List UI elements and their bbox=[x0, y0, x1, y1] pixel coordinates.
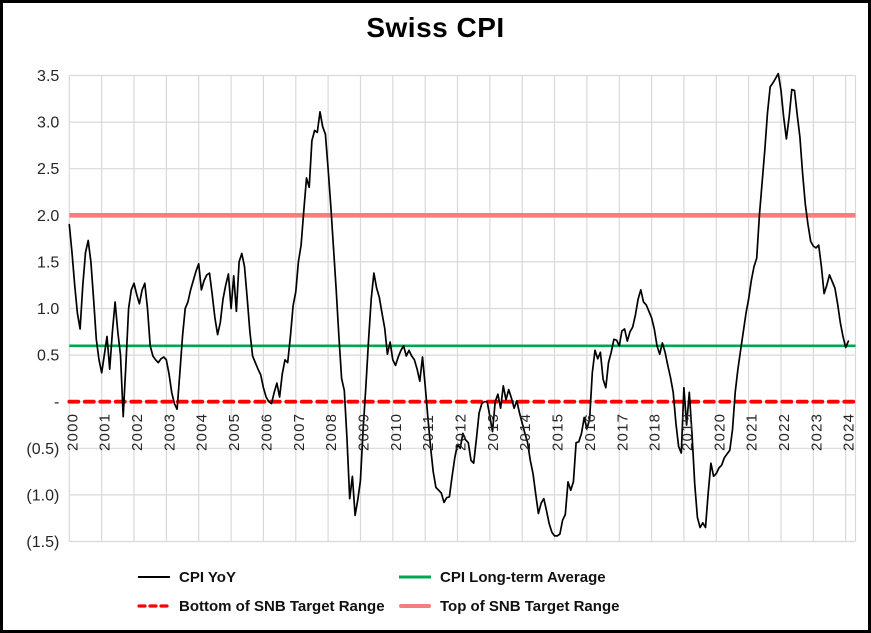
svg-text:2016: 2016 bbox=[582, 413, 599, 451]
legend-item-top-target: Top of SNB Target Range bbox=[398, 595, 619, 617]
svg-text:0.5: 0.5 bbox=[37, 348, 59, 365]
svg-text:2002: 2002 bbox=[129, 413, 146, 451]
legend-label-bottom-target: Bottom of SNB Target Range bbox=[179, 597, 385, 615]
svg-text:2006: 2006 bbox=[258, 413, 275, 451]
svg-text:3.0: 3.0 bbox=[37, 115, 59, 132]
svg-text:2.5: 2.5 bbox=[37, 161, 59, 178]
svg-text:2020: 2020 bbox=[711, 413, 728, 451]
top-target-line-swatch-icon bbox=[399, 604, 431, 608]
svg-text:2001: 2001 bbox=[97, 413, 114, 451]
legend-item-long-term-average: CPI Long-term Average bbox=[398, 566, 606, 588]
svg-text:2024: 2024 bbox=[841, 413, 858, 451]
svg-text:3.5: 3.5 bbox=[37, 68, 59, 85]
svg-text:2005: 2005 bbox=[226, 413, 243, 451]
legend-item-cpi-yoy: CPI YoY bbox=[137, 566, 236, 588]
svg-text:2014: 2014 bbox=[517, 413, 534, 451]
svg-text:2022: 2022 bbox=[776, 413, 793, 451]
svg-text:2000: 2000 bbox=[64, 413, 81, 451]
svg-text:2021: 2021 bbox=[744, 413, 761, 451]
long-term-average-line-swatch-icon bbox=[399, 575, 431, 579]
svg-text:(1.0): (1.0) bbox=[26, 487, 59, 504]
svg-text:2.0: 2.0 bbox=[37, 208, 59, 225]
svg-text:2009: 2009 bbox=[356, 413, 373, 451]
legend-label-top-target: Top of SNB Target Range bbox=[440, 597, 620, 615]
svg-text:2015: 2015 bbox=[550, 413, 567, 451]
legend-item-bottom-target: Bottom of SNB Target Range bbox=[137, 595, 385, 617]
svg-text:2011: 2011 bbox=[420, 414, 437, 451]
svg-text:1.0: 1.0 bbox=[37, 301, 59, 318]
svg-text:(1.5): (1.5) bbox=[26, 534, 59, 551]
svg-text:2012: 2012 bbox=[453, 413, 470, 451]
svg-text:-: - bbox=[54, 394, 59, 411]
svg-text:2023: 2023 bbox=[808, 413, 825, 451]
svg-text:2018: 2018 bbox=[647, 413, 664, 451]
svg-text:2007: 2007 bbox=[291, 413, 308, 451]
svg-text:1.5: 1.5 bbox=[37, 254, 59, 271]
svg-text:2010: 2010 bbox=[388, 413, 405, 451]
svg-text:2013: 2013 bbox=[485, 413, 502, 451]
svg-text:2003: 2003 bbox=[161, 413, 178, 451]
svg-text:(0.5): (0.5) bbox=[26, 441, 59, 458]
chart-title: Swiss CPI bbox=[366, 12, 505, 43]
svg-text:2019: 2019 bbox=[679, 413, 696, 451]
legend-label-long-term-average: CPI Long-term Average bbox=[440, 568, 606, 586]
svg-text:2008: 2008 bbox=[323, 413, 340, 451]
legend-label-cpi-yoy: CPI YoY bbox=[179, 568, 236, 586]
cpi-yoy-line-swatch-icon bbox=[138, 576, 170, 578]
bottom-target-dashed-swatch-icon bbox=[137, 604, 171, 608]
cpi-line-chart: 3.5 3.0 2.5 2.0 1.5 1.0 0.5 - (0.5) (1.0) (1.5) 200… bbox=[26, 68, 858, 551]
svg-text:2004: 2004 bbox=[194, 413, 211, 451]
svg-text:2017: 2017 bbox=[614, 413, 631, 451]
